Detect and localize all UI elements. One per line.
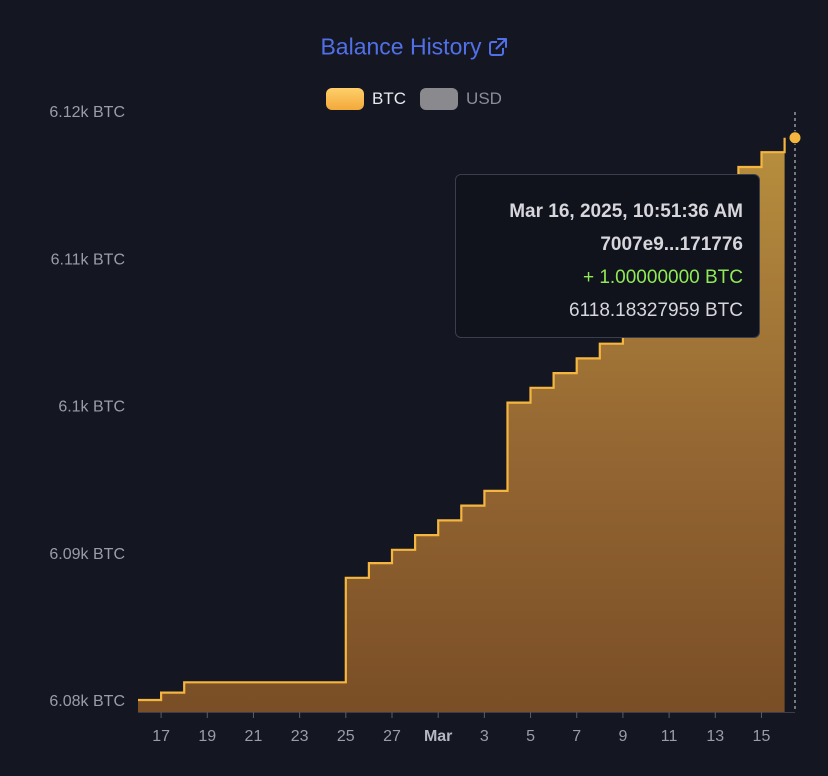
tooltip-change: + 1.00000000 BTC: [582, 267, 743, 288]
legend-item-usd[interactable]: USD: [420, 88, 502, 110]
legend-label-usd: USD: [466, 89, 502, 108]
x-tick-label: 3: [480, 728, 489, 745]
x-tick-label: 5: [526, 728, 535, 745]
x-tick-label: 15: [753, 728, 771, 745]
x-tick-label: 25: [337, 728, 355, 745]
legend-item-btc[interactable]: BTC: [326, 88, 406, 110]
y-tick-label: 6.1k BTC: [58, 399, 125, 416]
legend-label-btc: BTC: [372, 89, 407, 108]
legend-swatch-usd: [420, 88, 459, 110]
tooltip-balance: 6118.18327959 BTC: [569, 300, 743, 321]
chart-title-link[interactable]: Balance History: [0, 32, 828, 60]
external-link-icon[interactable]: [488, 36, 508, 57]
x-tick-label: 21: [245, 728, 263, 745]
x-tick-label: 7: [572, 728, 581, 745]
series-area-btc: [138, 137, 785, 713]
highlight-point: [788, 131, 802, 145]
chart-tooltip: Mar 16, 2025, 10:51:36 AM 7007e9...17177…: [455, 174, 760, 338]
y-tick-label: 6.12k BTC: [49, 104, 125, 121]
tooltip-tx-id: 7007e9...171776: [600, 234, 743, 255]
y-tick-label: 6.09k BTC: [49, 546, 125, 563]
x-tick-label: 19: [198, 728, 216, 745]
x-tick-label: 23: [291, 728, 309, 745]
y-tick-label: 6.08k BTC: [49, 693, 125, 710]
tooltip-date: Mar 16, 2025, 10:51:36 AM: [509, 201, 743, 222]
x-tick-label: 13: [706, 728, 724, 745]
x-tick-label: 17: [152, 728, 170, 745]
x-tick-label: 11: [661, 728, 678, 745]
y-tick-label: 6.11k BTC: [51, 251, 125, 268]
x-tick-label: Mar: [424, 728, 452, 745]
x-tick-label: 27: [383, 728, 401, 745]
chart-title: Balance History: [320, 33, 482, 60]
x-tick-label: 9: [618, 728, 627, 745]
legend-swatch-btc: [326, 88, 365, 110]
chart-legend: BTC USD: [0, 88, 828, 110]
